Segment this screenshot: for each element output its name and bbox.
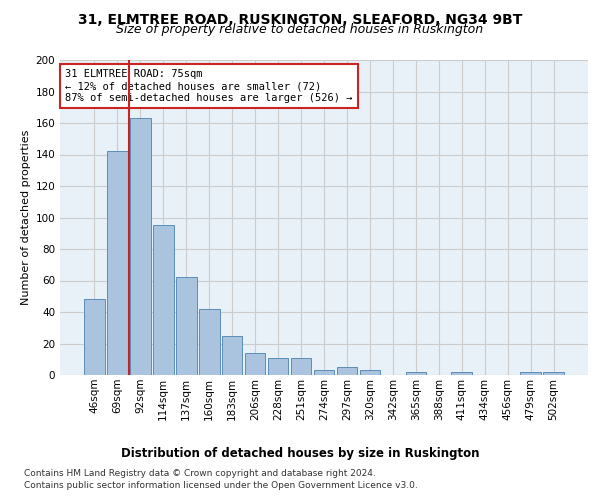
Bar (544, 372, 564, 375)
Text: 31, ELMTREE ROAD, RUSKINGTON, SLEAFORD, NG34 9BT: 31, ELMTREE ROAD, RUSKINGTON, SLEAFORD, … (78, 12, 522, 26)
Text: Contains public sector information licensed under the Open Government Licence v3: Contains public sector information licen… (24, 481, 418, 490)
Text: Contains HM Land Registry data © Crown copyright and database right 2024.: Contains HM Land Registry data © Crown c… (24, 468, 376, 477)
Bar (130, 118, 151, 375)
Bar (107, 152, 128, 375)
Text: Distribution of detached houses by size in Ruskington: Distribution of detached houses by size … (121, 448, 479, 460)
Bar (245, 353, 265, 375)
Bar (406, 372, 426, 375)
Bar (222, 336, 242, 375)
Text: Size of property relative to detached houses in Ruskington: Size of property relative to detached ho… (116, 22, 484, 36)
Text: 31 ELMTREE ROAD: 75sqm
← 12% of detached houses are smaller (72)
87% of semi-det: 31 ELMTREE ROAD: 75sqm ← 12% of detached… (65, 70, 353, 102)
Bar (337, 367, 358, 375)
Bar (451, 372, 472, 375)
Bar (314, 370, 334, 375)
Y-axis label: Number of detached properties: Number of detached properties (21, 130, 31, 305)
Bar (268, 358, 289, 375)
Bar (176, 278, 197, 375)
Bar (199, 309, 220, 375)
Bar (520, 372, 541, 375)
Bar (290, 358, 311, 375)
Bar (359, 370, 380, 375)
Bar (153, 226, 173, 375)
Bar (84, 300, 104, 375)
